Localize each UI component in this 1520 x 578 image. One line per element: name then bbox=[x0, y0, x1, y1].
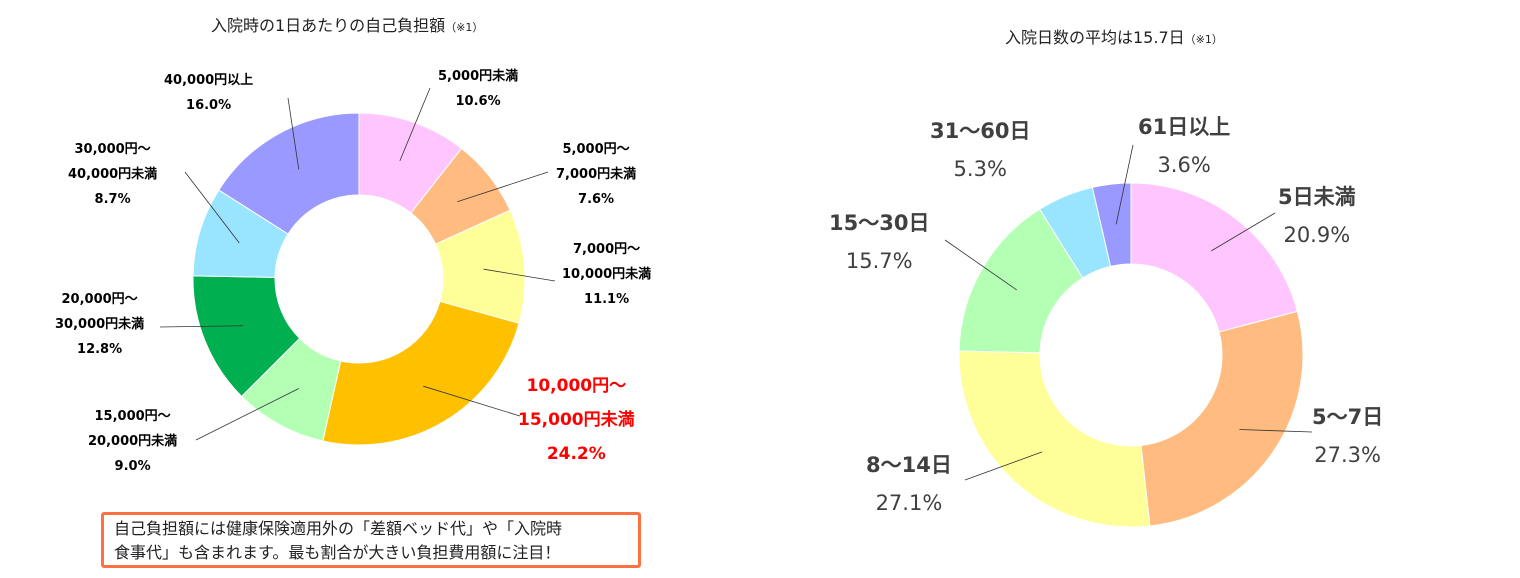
right-label-1: 5～7日 27.3% bbox=[1312, 405, 1384, 467]
chart0-leader-6 bbox=[184, 171, 240, 244]
left-chart-title: 入院時の1日あたりの自己負担額（※1） bbox=[211, 16, 484, 35]
right-label-3: 15～30日 15.7% bbox=[829, 211, 930, 273]
chart0-leader-2 bbox=[483, 268, 556, 282]
right-label-0: 5日未満 20.9% bbox=[1278, 185, 1356, 247]
chart1-leader-2 bbox=[964, 451, 1043, 481]
chart1-leader-5 bbox=[1115, 144, 1134, 225]
chart0-leader-5 bbox=[159, 325, 244, 328]
chart0-leader-0 bbox=[399, 87, 431, 162]
right-chart-title: 入院日数の平均は15.7日（※1） bbox=[1005, 28, 1223, 47]
chart1-slice-1 bbox=[1140, 310, 1304, 527]
chart0-leader-7 bbox=[287, 97, 300, 170]
left-label-6: 30,000円～ 40,000円未満 8.7% bbox=[68, 142, 158, 207]
chart1-leader-1 bbox=[1239, 429, 1313, 433]
left-label-2: 7,000円～ 10,000円未満 11.1% bbox=[562, 242, 652, 307]
chart1-slice-2 bbox=[958, 350, 1151, 528]
right-label-5: 61日以上 3.6% bbox=[1138, 115, 1231, 177]
chart1-leader-3 bbox=[944, 239, 1017, 291]
chart0-leader-4 bbox=[195, 388, 299, 441]
chart0-leader-1 bbox=[457, 171, 549, 203]
chart0-leader-3 bbox=[423, 385, 521, 417]
chart1-slice-0 bbox=[1130, 182, 1298, 333]
left-label-7: 40,000円以上 16.0% bbox=[164, 73, 254, 113]
left-label-4: 15,000円～ 20,000円未満 9.0% bbox=[88, 409, 178, 474]
right-label-4: 31～60日 5.3% bbox=[930, 119, 1031, 181]
chart1-slice-5 bbox=[1091, 182, 1132, 267]
left-label-5: 20,000円～ 30,000円未満 12.8% bbox=[55, 292, 145, 357]
chart0-slice-7 bbox=[218, 112, 360, 235]
right-label-2: 8～14日 27.1% bbox=[866, 453, 952, 515]
chart0-slice-3 bbox=[322, 300, 520, 446]
left-label-1: 5,000円～ 7,000円未満 7.6% bbox=[556, 142, 637, 207]
chart1-leader-0 bbox=[1211, 212, 1276, 252]
left-label-0: 5,000円未満 10.6% bbox=[438, 69, 519, 109]
left-label-3: 10,000円～ 15,000円未満 24.2% bbox=[518, 376, 635, 464]
note-box: 自己負担額には健康保険適用外の「差額ベッド代」や「入院時 食事代」も含まれます。最… bbox=[101, 512, 641, 568]
